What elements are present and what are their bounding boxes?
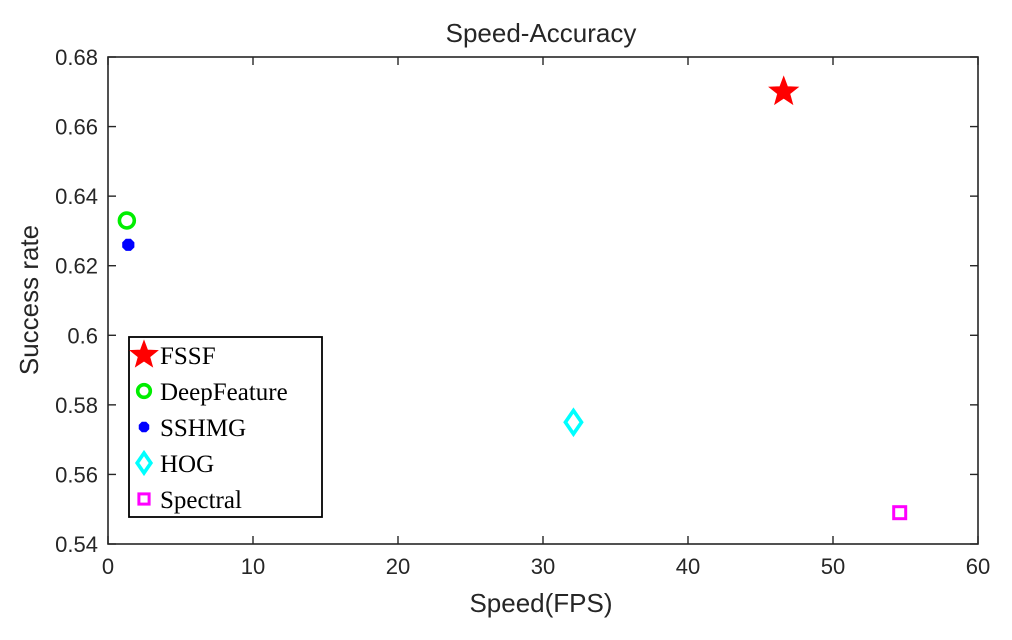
x-tick-label: 10 [241, 554, 265, 579]
y-tick-label: 0.54 [55, 532, 98, 557]
legend-marker-deepfeature [135, 382, 153, 400]
point-fssf [768, 75, 800, 106]
x-tick-label: 60 [966, 554, 990, 579]
legend-marker-spectral [137, 492, 151, 506]
legend-label-spectral: Spectral [160, 487, 242, 514]
point-hog [563, 407, 584, 438]
y-tick-label: 0.58 [55, 393, 98, 418]
x-tick-label: 20 [386, 554, 410, 579]
legend-label-fssf: FSSF [160, 343, 216, 370]
legend: FSSF DeepFeature SSHMG HOG Spectral [128, 336, 323, 518]
legend-box [128, 336, 323, 518]
y-axis-label: Success rate [14, 225, 44, 375]
y-tick-label: 0.68 [55, 45, 98, 70]
legend-label-hog: HOG [160, 451, 214, 478]
legend-marker-hog [134, 449, 154, 477]
chart-title: Speed-Accuracy [446, 18, 637, 48]
y-tick-label: 0.6 [67, 323, 98, 348]
y-tick-label: 0.66 [55, 115, 98, 140]
legend-label-sshmg: SSHMG [160, 415, 246, 442]
x-tick-label: 30 [531, 554, 555, 579]
x-tick-label: 50 [821, 554, 845, 579]
x-axis: 0 10 20 30 40 50 60 [102, 57, 990, 579]
point-deepfeature [117, 211, 137, 230]
point-sshmg [122, 238, 135, 251]
x-axis-label: Speed(FPS) [469, 588, 612, 618]
y-tick-label: 0.64 [55, 184, 98, 209]
legend-marker-sshmg [138, 421, 150, 433]
y-axis: 0.54 0.56 0.58 0.6 0.62 0.64 0.66 0.68 [55, 45, 978, 557]
data-points [117, 75, 908, 521]
legend-marker-fssf [129, 339, 159, 368]
point-spectral [892, 505, 908, 521]
legend-label-deepfeature: DeepFeature [160, 379, 288, 406]
y-tick-label: 0.56 [55, 462, 98, 487]
y-tick-label: 0.62 [55, 254, 98, 279]
x-tick-label: 40 [676, 554, 700, 579]
x-tick-label: 0 [102, 554, 114, 579]
